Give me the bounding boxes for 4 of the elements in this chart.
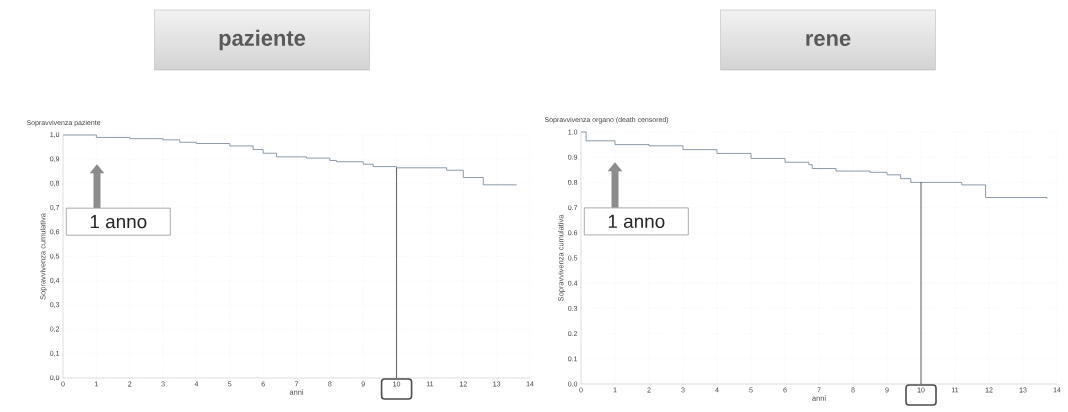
- annotation: 1 anno: [90, 215, 147, 229]
- annotation: 1 anno: [608, 214, 665, 228]
- chart-title: paziente: [219, 29, 306, 51]
- chart-title: rene: [806, 33, 851, 47]
